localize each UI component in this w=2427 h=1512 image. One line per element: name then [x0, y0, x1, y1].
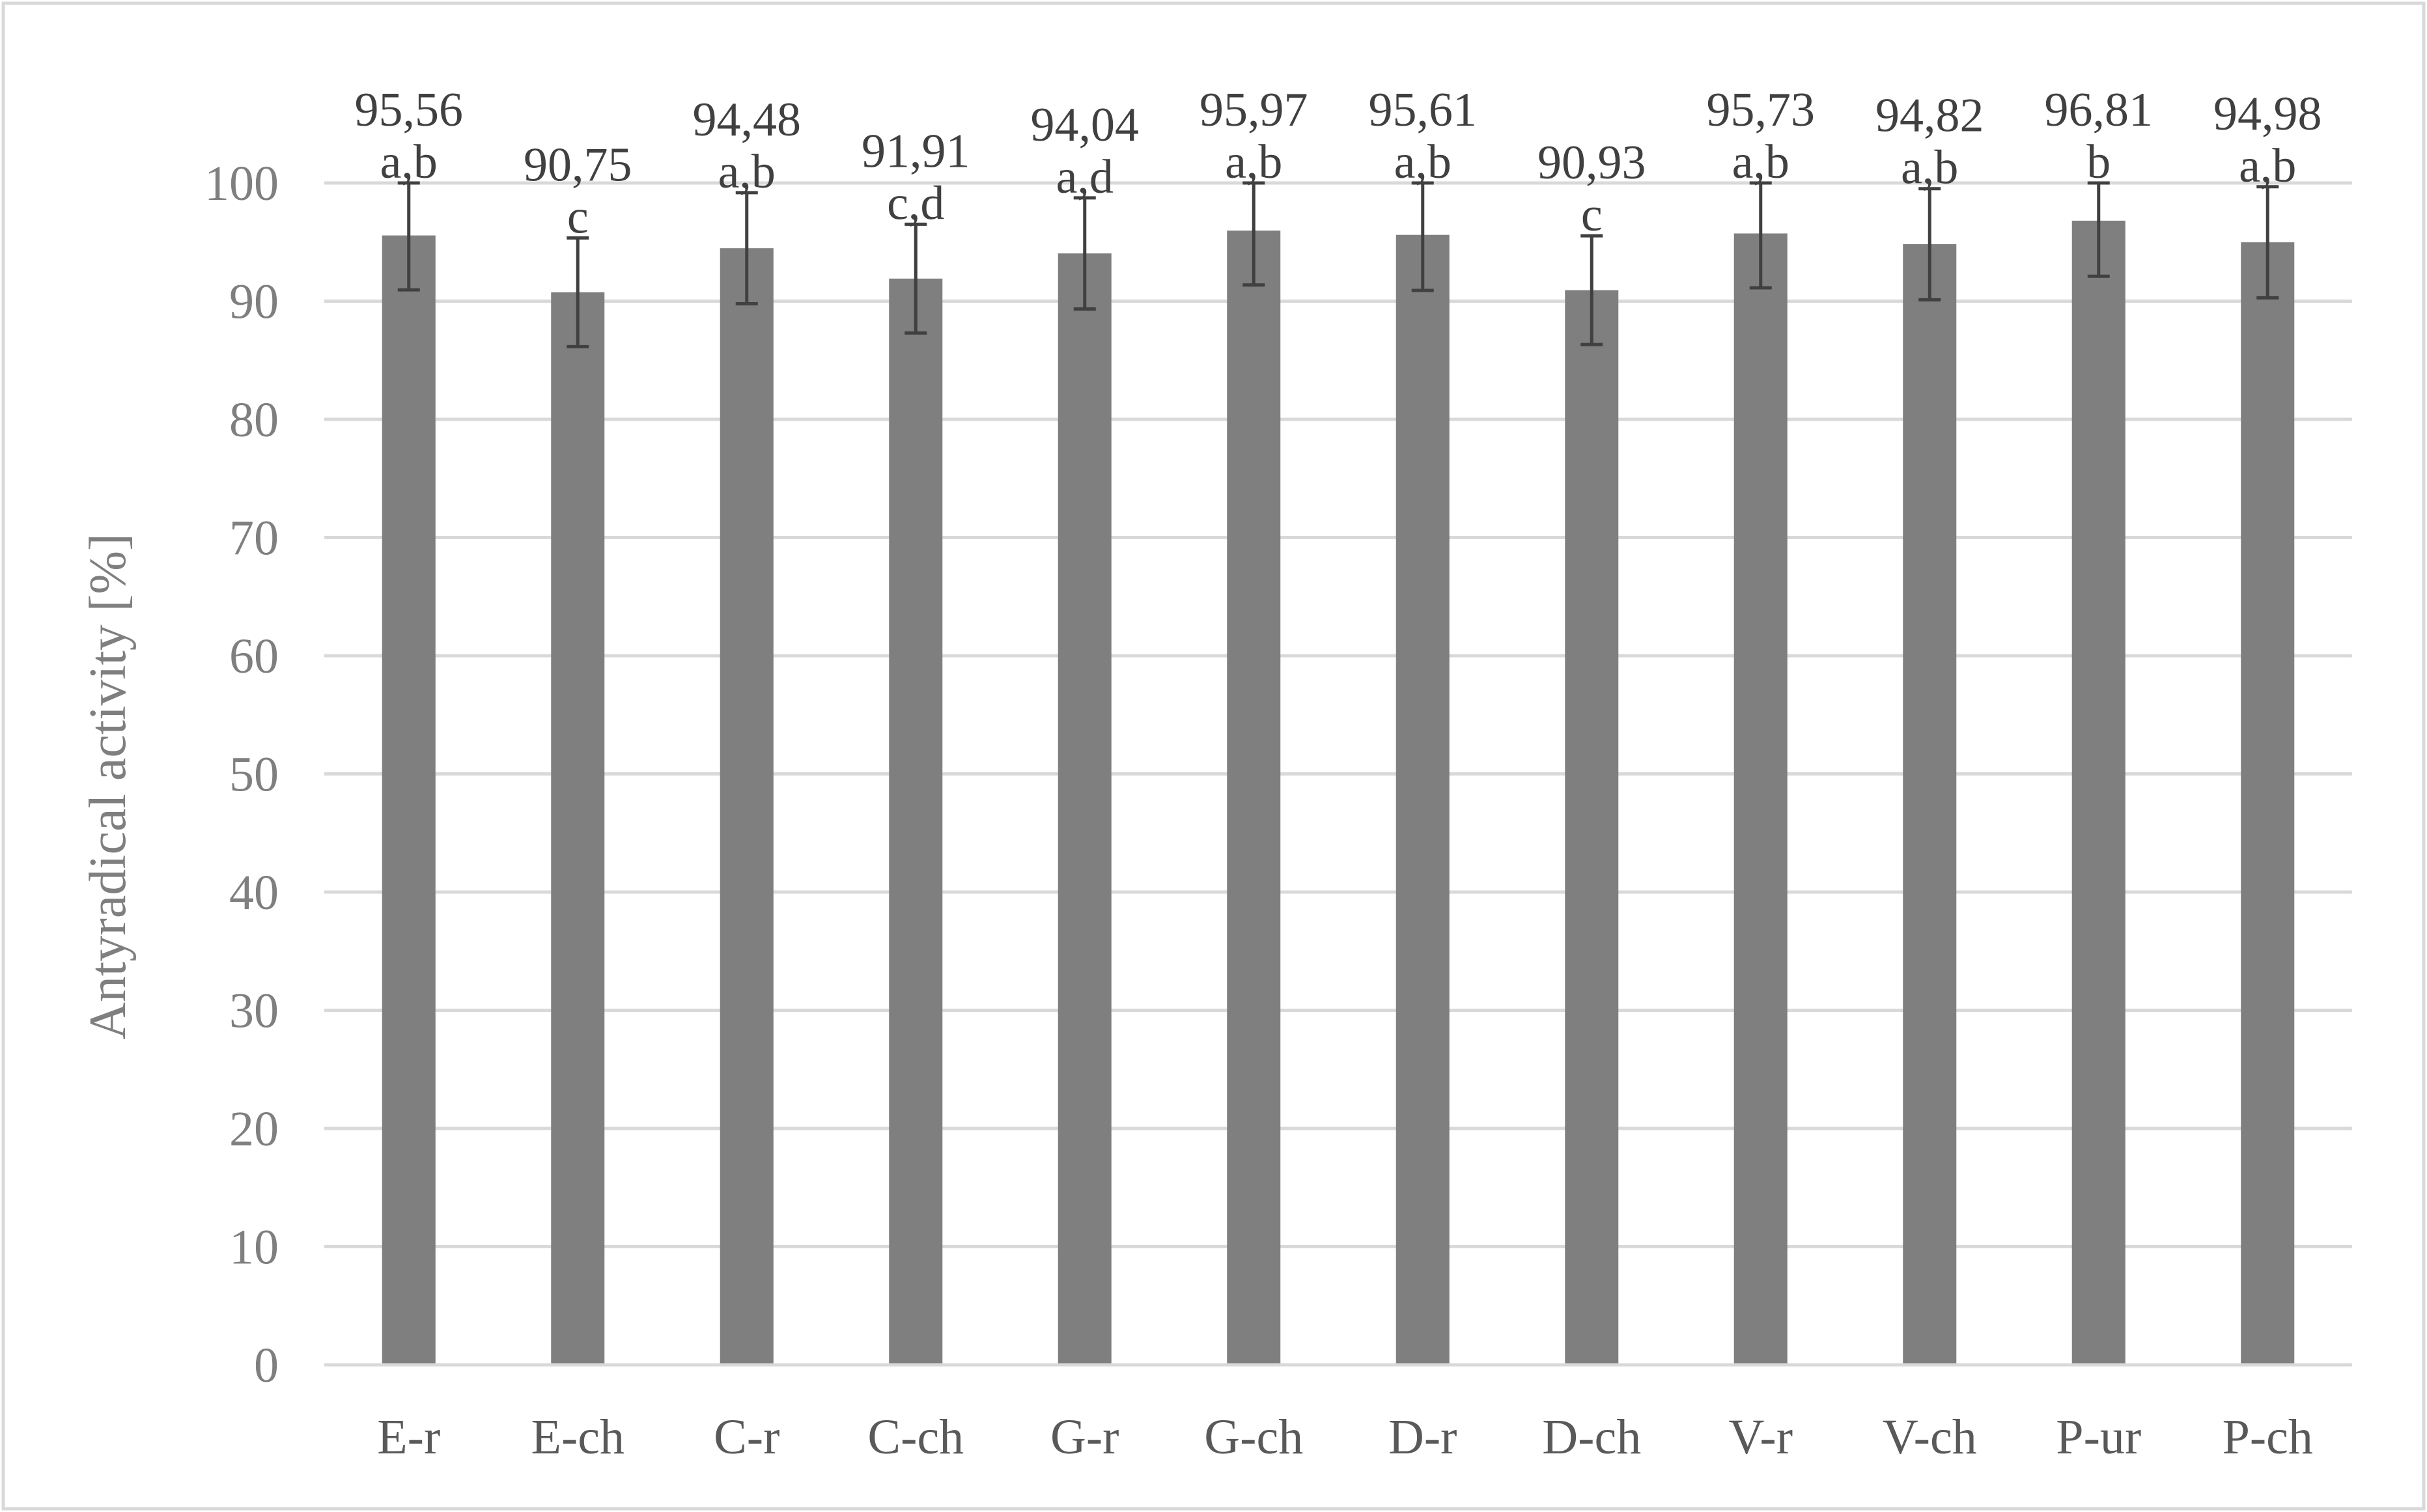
x-category-label: P-ch: [2223, 1410, 2313, 1464]
data-label-value: 90,93: [1537, 136, 1646, 189]
bar-E-ch: [551, 292, 605, 1365]
error-bar: [1580, 234, 1603, 346]
x-category-label: P-ur: [2056, 1410, 2141, 1464]
bar-V-ch: [1903, 244, 1957, 1365]
bar-C-r: [720, 248, 774, 1365]
y-tick-label: 0: [254, 1338, 279, 1393]
x-category-label: D-r: [1388, 1410, 1457, 1464]
y-axis-title: Antyradical activity [%]: [79, 533, 137, 1039]
error-bar: [905, 222, 927, 335]
data-label-value: 95,97: [1199, 83, 1308, 137]
data-label-value: 91,91: [862, 124, 970, 178]
x-category-label: G-r: [1050, 1410, 1119, 1464]
x-category-label: C-r: [714, 1410, 779, 1464]
y-tick-label: 90: [229, 275, 279, 329]
x-category-label: V-ch: [1883, 1410, 1977, 1464]
data-label-letters: a,b: [2239, 139, 2296, 193]
data-label-value: 94,82: [1875, 89, 1984, 143]
y-tick-label: 50: [229, 748, 279, 802]
bar-E-r: [382, 235, 436, 1365]
data-label-value: 95,61: [1369, 83, 1478, 137]
bar-C-ch: [889, 278, 943, 1365]
data-label-letters: a,b: [1732, 135, 1789, 189]
y-tick-label: 60: [229, 629, 279, 684]
y-tick-label: 100: [204, 156, 279, 211]
data-label-value: 96,81: [2045, 83, 2153, 137]
y-axis-ticks: 0 10 20 30 40 50 60 70 80 90 100: [204, 156, 279, 1393]
error-bar: [1749, 181, 1772, 290]
data-label-letters: a,b: [1394, 135, 1452, 189]
x-category-label: E-ch: [531, 1410, 624, 1464]
error-bars: [397, 181, 2279, 348]
x-axis-categories: E-r E-ch C-r C-ch G-r G-ch D-r D-ch V-r V-ch P-ur P…: [377, 1410, 2313, 1464]
bars: [382, 220, 2295, 1365]
data-label-letters: c,d: [887, 176, 944, 230]
error-bar: [1918, 187, 1941, 301]
data-label-letters: a,b: [1225, 135, 1282, 189]
y-tick-label: 70: [229, 511, 279, 566]
bar-G-ch: [1227, 231, 1281, 1365]
bar-V-r: [1733, 233, 1788, 1365]
bar-D-r: [1396, 234, 1450, 1365]
error-bar: [2087, 181, 2110, 278]
x-category-label: E-r: [377, 1410, 440, 1464]
data-label-letters: a,b: [1901, 141, 1958, 195]
x-category-label: G-ch: [1204, 1410, 1303, 1464]
y-tick-label: 40: [229, 865, 279, 920]
data-label-value: 94,04: [1031, 98, 1140, 152]
bar-P-ur: [2071, 220, 2125, 1365]
y-tick-label: 20: [229, 1102, 279, 1156]
error-bar: [735, 191, 758, 305]
bar-G-r: [1058, 253, 1112, 1365]
data-label-value: 90,75: [524, 138, 632, 191]
x-category-label: D-ch: [1542, 1410, 1641, 1464]
error-bar: [1411, 181, 1434, 292]
error-bar: [397, 181, 420, 292]
error-bar: [567, 236, 589, 348]
data-label-letters: c: [1581, 188, 1603, 242]
data-label-letters: a,d: [1056, 150, 1114, 204]
gridlines: [324, 181, 2352, 1248]
error-bar: [2256, 185, 2279, 300]
y-tick-label: 10: [229, 1220, 279, 1275]
data-label-letters: c: [567, 190, 589, 244]
y-tick-label: 80: [229, 393, 279, 447]
data-label-letters: b: [2086, 135, 2111, 189]
bar-D-ch: [1565, 290, 1619, 1365]
y-tick-label: 30: [229, 984, 279, 1039]
data-label-value: 94,48: [693, 93, 802, 147]
data-label-value: 95,73: [1707, 83, 1816, 137]
data-label-value: 94,98: [2213, 87, 2322, 141]
error-bar: [1073, 196, 1096, 311]
x-category-label: V-r: [1728, 1410, 1793, 1464]
data-label-letters: a,b: [718, 145, 776, 199]
data-label-letters: a,b: [380, 135, 438, 189]
bar-P-ch: [2241, 242, 2295, 1365]
x-category-label: C-ch: [867, 1410, 964, 1464]
data-label-value: 95,56: [355, 83, 464, 137]
error-bar: [1242, 181, 1265, 287]
